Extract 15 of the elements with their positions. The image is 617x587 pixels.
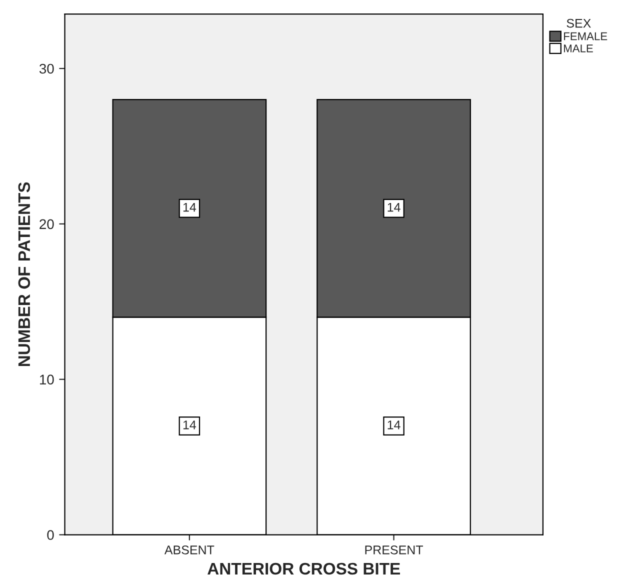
legend-title: SEX (566, 18, 591, 28)
y-tick-label: 0 (47, 530, 54, 540)
x-axis-title: ANTERIOR CROSS BITE (208, 562, 400, 575)
legend-label: FEMALE (564, 32, 608, 40)
y-tick-label: 20 (40, 219, 54, 230)
y-axis-title: NUMBER OF PATIENTS (18, 182, 30, 366)
legend-label: MALE (564, 44, 593, 52)
x-tick-label: PRESENT (365, 546, 424, 554)
x-tick-label: ABSENT (164, 546, 214, 554)
data-label: 14 (388, 420, 400, 430)
data-label: 14 (183, 420, 196, 430)
data-label: 14 (183, 203, 196, 212)
data-label: 14 (388, 203, 400, 212)
y-tick-label: 30 (39, 64, 54, 74)
y-tick-label: 10 (40, 374, 54, 385)
